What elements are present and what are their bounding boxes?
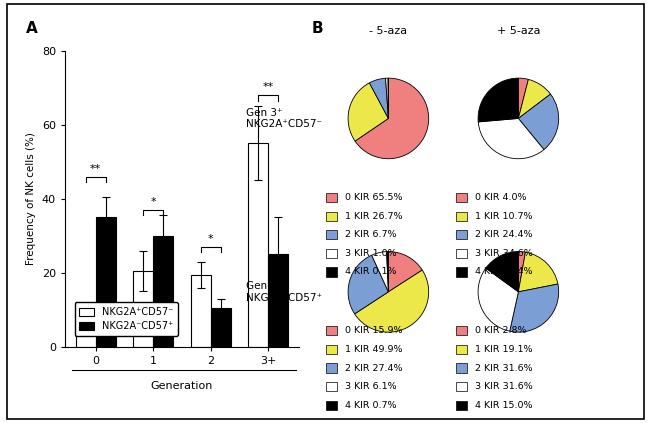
Bar (456, 230, 467, 239)
Bar (326, 249, 337, 258)
Text: 2 KIR 31.6%: 2 KIR 31.6% (474, 363, 532, 373)
Bar (96, 217, 116, 347)
Bar (248, 143, 268, 347)
Bar (326, 326, 337, 335)
Text: 1 KIR 49.9%: 1 KIR 49.9% (344, 345, 402, 354)
Bar (456, 382, 467, 391)
Wedge shape (355, 270, 428, 332)
Text: *: * (150, 197, 156, 207)
Bar (456, 249, 467, 258)
Text: A: A (26, 21, 38, 36)
Text: 3 KIR 31.6%: 3 KIR 31.6% (474, 382, 532, 391)
Wedge shape (348, 83, 389, 141)
Bar (326, 267, 337, 277)
Bar (326, 382, 337, 391)
Text: 0 KIR 4.0%: 0 KIR 4.0% (474, 193, 526, 202)
Wedge shape (478, 268, 519, 331)
Text: - 5-aza: - 5-aza (369, 26, 408, 36)
Y-axis label: Frequency of NK cells (%): Frequency of NK cells (%) (26, 132, 36, 265)
Text: **: ** (90, 164, 101, 174)
Wedge shape (518, 252, 525, 292)
Wedge shape (355, 78, 428, 159)
Bar (190, 275, 211, 347)
Wedge shape (518, 78, 528, 118)
Text: Gen 3⁺
NKG2A⁺CD57⁻: Gen 3⁺ NKG2A⁺CD57⁻ (246, 107, 322, 129)
Text: **: ** (263, 82, 274, 92)
Text: 3 KIR 1.0%: 3 KIR 1.0% (344, 249, 396, 258)
Bar (153, 236, 174, 347)
Wedge shape (387, 252, 389, 292)
Text: 2 KIR 24.4%: 2 KIR 24.4% (474, 230, 532, 239)
Wedge shape (388, 252, 423, 292)
Bar (75, 323, 96, 347)
Bar (326, 401, 337, 410)
Wedge shape (486, 252, 519, 292)
Bar (456, 267, 467, 277)
Text: 2 KIR 27.4%: 2 KIR 27.4% (344, 363, 402, 373)
Wedge shape (478, 78, 519, 122)
Wedge shape (478, 118, 544, 159)
Wedge shape (348, 255, 389, 314)
Text: 0 KIR 15.9%: 0 KIR 15.9% (344, 326, 402, 335)
Text: *: * (208, 234, 214, 244)
Text: B: B (312, 21, 324, 36)
Wedge shape (369, 78, 389, 118)
Bar (326, 345, 337, 354)
Text: 4 KIR 0.1%: 4 KIR 0.1% (344, 267, 396, 277)
Bar (268, 254, 289, 347)
Text: Generation: Generation (151, 381, 213, 391)
Text: 1 KIR 19.1%: 1 KIR 19.1% (474, 345, 532, 354)
Legend: NKG2A⁺CD57⁻, NKG2A⁻CD57⁺: NKG2A⁺CD57⁻, NKG2A⁻CD57⁺ (75, 302, 178, 336)
Bar (133, 271, 153, 347)
Text: 4 KIR 0.7%: 4 KIR 0.7% (344, 401, 396, 410)
Bar (326, 363, 337, 373)
Bar (326, 230, 337, 239)
Wedge shape (519, 80, 551, 118)
Bar (456, 326, 467, 335)
Text: 1 KIR 10.7%: 1 KIR 10.7% (474, 212, 532, 221)
Wedge shape (372, 252, 389, 292)
Text: 1 KIR 26.7%: 1 KIR 26.7% (344, 212, 402, 221)
Bar (456, 193, 467, 202)
Bar (456, 345, 467, 354)
Bar (326, 193, 337, 202)
Text: 3 KIR 6.1%: 3 KIR 6.1% (344, 382, 396, 391)
Bar (456, 212, 467, 221)
Text: 4 KIR 15.0%: 4 KIR 15.0% (474, 401, 532, 410)
Wedge shape (519, 252, 558, 292)
Text: 0 KIR 2.8%: 0 KIR 2.8% (474, 326, 526, 335)
Text: 0 KIR 65.5%: 0 KIR 65.5% (344, 193, 402, 202)
Wedge shape (510, 284, 558, 332)
Bar (211, 308, 231, 347)
Text: 4 KIR 26.4%: 4 KIR 26.4% (474, 267, 532, 277)
Bar (456, 401, 467, 410)
Text: Gen 3⁺
NKG2A⁻CD57⁺: Gen 3⁺ NKG2A⁻CD57⁺ (246, 281, 322, 303)
Bar (456, 363, 467, 373)
Text: 2 KIR 6.7%: 2 KIR 6.7% (344, 230, 396, 239)
Wedge shape (519, 94, 558, 150)
Wedge shape (385, 78, 389, 118)
Bar (326, 212, 337, 221)
Text: 3 KIR 34.6%: 3 KIR 34.6% (474, 249, 532, 258)
Text: + 5-aza: + 5-aza (497, 26, 540, 36)
